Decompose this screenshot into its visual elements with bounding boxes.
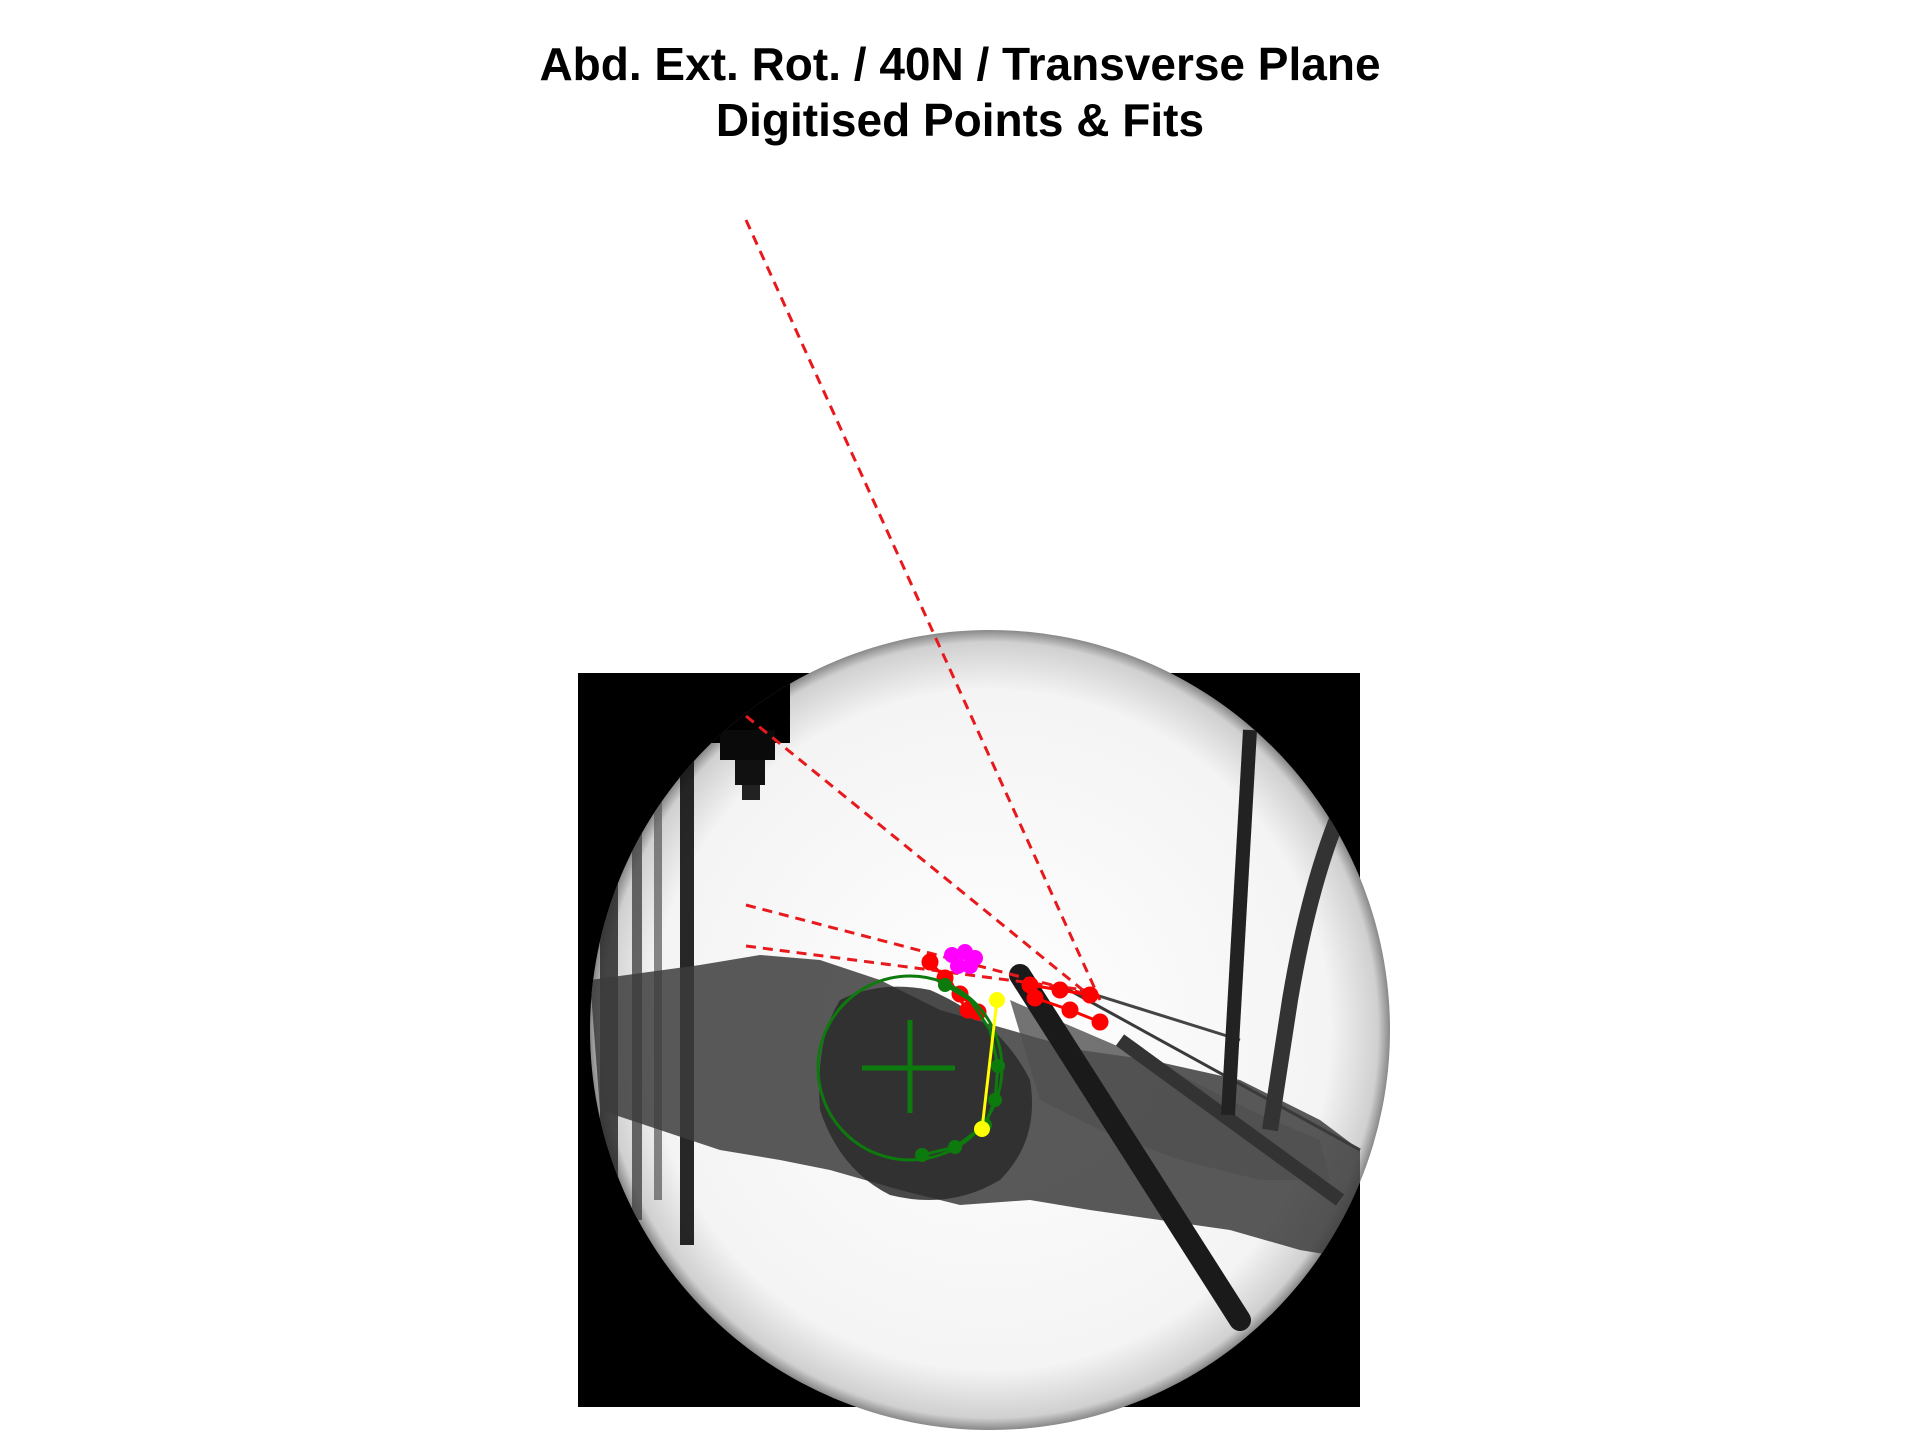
red-point xyxy=(1091,1013,1109,1031)
fit-line-4 xyxy=(745,944,1086,992)
green-point xyxy=(991,1059,1005,1073)
red-point xyxy=(1051,981,1069,999)
green-point xyxy=(948,1140,962,1154)
green-point xyxy=(938,978,952,992)
yellow-point xyxy=(989,992,1005,1008)
title-line-1: Abd. Ext. Rot. / 40N / Transverse Plane xyxy=(539,38,1381,90)
yellow-point xyxy=(974,1121,990,1137)
magenta-point xyxy=(962,958,978,974)
figure-title: Abd. Ext. Rot. / 40N / Transverse Plane … xyxy=(0,36,1920,148)
title-line-2: Digitised Points & Fits xyxy=(715,94,1205,146)
red-point xyxy=(1026,989,1044,1007)
green-point xyxy=(988,1093,1002,1107)
magenta-point xyxy=(950,958,966,974)
red-point xyxy=(921,953,939,971)
digitised-magenta-points xyxy=(944,944,983,974)
green-point xyxy=(915,1148,929,1162)
fit-line-2 xyxy=(745,714,1096,1002)
xray-image xyxy=(578,630,1390,1430)
fit-line-1 xyxy=(744,219,1102,1001)
red-point xyxy=(1061,1001,1079,1019)
digitised-red-points xyxy=(921,953,1109,1031)
red-point xyxy=(1081,986,1099,1004)
yellow-segment xyxy=(974,992,1005,1137)
